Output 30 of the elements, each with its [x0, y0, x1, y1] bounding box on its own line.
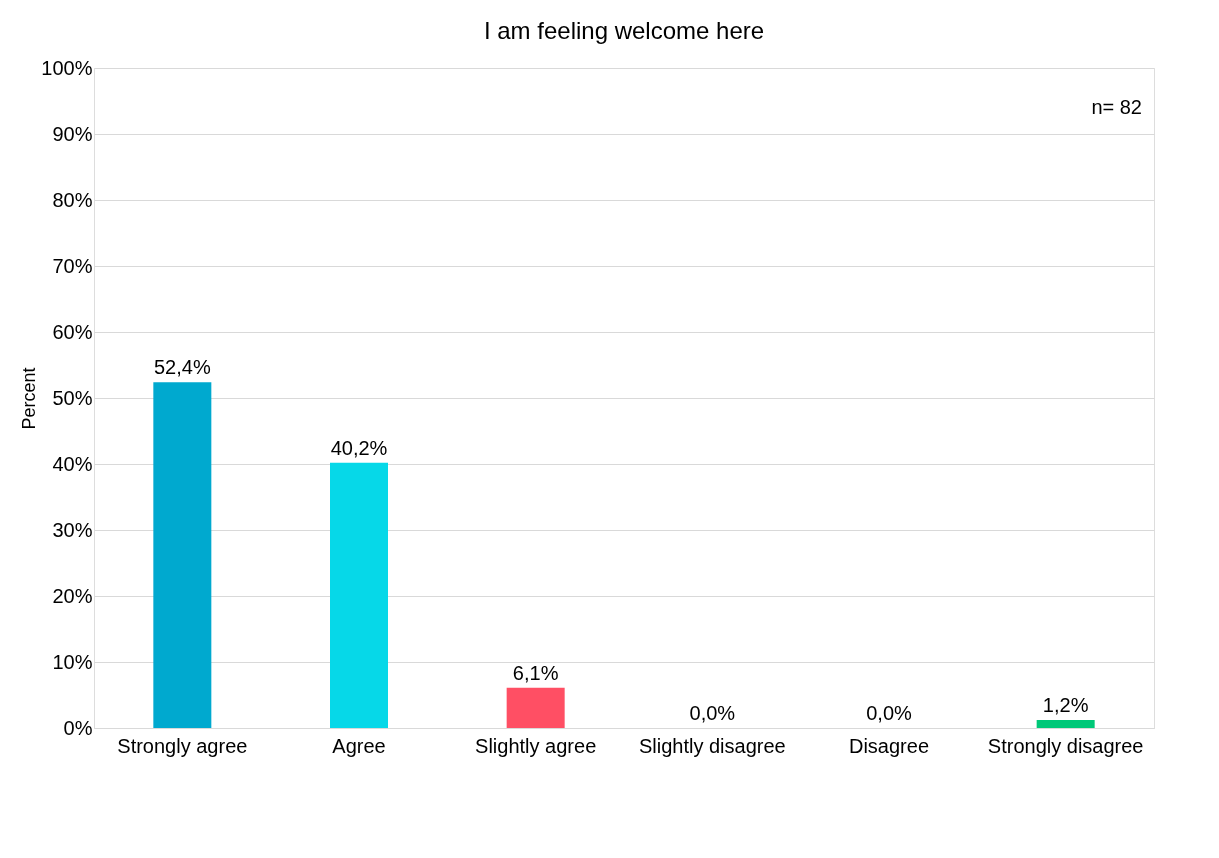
data-label: 0,0% [689, 702, 736, 724]
data-label: 40,2% [330, 436, 388, 459]
annotation: n= 82 [1091, 96, 1142, 118]
data-label: 1,2% [1042, 694, 1089, 717]
x-tick-label: Slightly disagree [638, 734, 786, 757]
y-tick-label: 60% [52, 320, 93, 343]
y-tick-label: 40% [52, 452, 93, 475]
x-tick-label: Strongly disagree [987, 734, 1144, 757]
bar [330, 462, 388, 728]
y-tick-label: 80% [52, 188, 93, 211]
x-tick-label: Disagree [848, 734, 930, 757]
y-tick-label: 70% [52, 254, 93, 277]
x-tick-label: Slightly agree [475, 734, 597, 757]
bar [506, 687, 565, 728]
data-label: 52,4% [153, 356, 211, 379]
x-tick-label: Agree [332, 734, 386, 757]
y-tick-label: 10% [52, 650, 93, 673]
y-tick-label: 90% [52, 122, 93, 145]
y-tick-label: 50% [52, 386, 93, 409]
bar [1036, 720, 1095, 728]
y-tick-label: 100% [41, 56, 93, 79]
y-axis-title: Percent [19, 367, 40, 430]
y-tick-label: 0% [63, 716, 93, 739]
data-label: 6,1% [512, 661, 559, 684]
chart-title: I am feeling welcome here [483, 17, 765, 44]
y-tick-label: 20% [52, 584, 93, 607]
bar [153, 382, 212, 728]
y-tick-label: 30% [52, 518, 93, 541]
data-label: 0,0% [866, 702, 913, 724]
x-tick-label: Strongly agree [117, 734, 248, 757]
